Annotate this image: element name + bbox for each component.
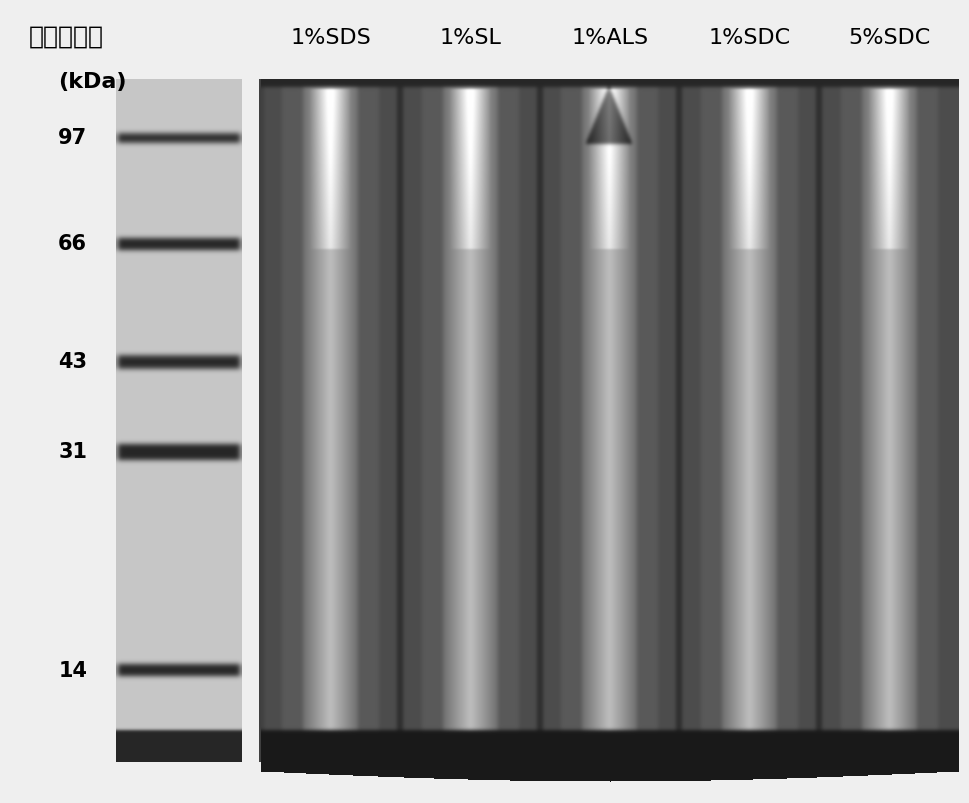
Text: 43: 43 bbox=[58, 352, 87, 372]
Text: 97: 97 bbox=[58, 128, 87, 149]
Text: 14: 14 bbox=[58, 660, 87, 679]
Text: (kDa): (kDa) bbox=[58, 72, 127, 92]
Text: 1%SDC: 1%SDC bbox=[708, 28, 791, 48]
Text: 1%ALS: 1%ALS bbox=[572, 28, 648, 48]
Text: 5%SDC: 5%SDC bbox=[848, 28, 930, 48]
Text: 1%SL: 1%SL bbox=[440, 28, 501, 48]
Text: 分子量标凈: 分子量标凈 bbox=[29, 24, 104, 48]
Text: 31: 31 bbox=[58, 442, 87, 462]
Text: 66: 66 bbox=[58, 234, 87, 254]
Text: 1%SDS: 1%SDS bbox=[291, 28, 371, 48]
